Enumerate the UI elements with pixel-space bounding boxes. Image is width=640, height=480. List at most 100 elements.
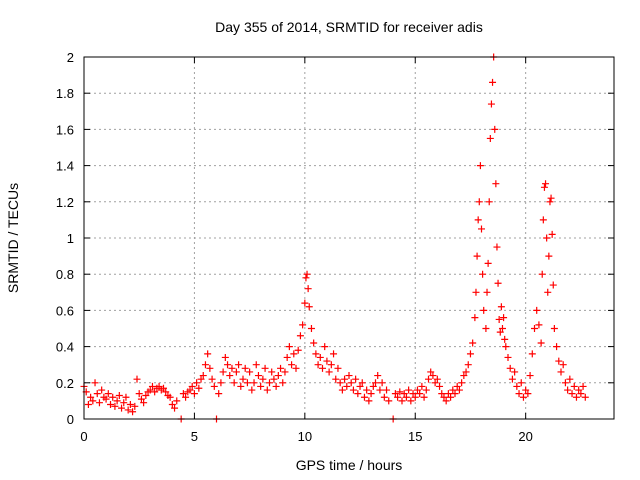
y-axis-label: SRMTID / TECUs bbox=[5, 183, 21, 293]
data-point bbox=[539, 216, 547, 224]
data-point bbox=[579, 382, 587, 390]
data-point bbox=[363, 386, 371, 394]
data-point bbox=[173, 397, 181, 405]
data-point bbox=[487, 100, 495, 108]
data-point bbox=[332, 375, 340, 383]
data-point bbox=[572, 393, 580, 401]
data-point bbox=[285, 343, 293, 351]
data-point bbox=[542, 180, 550, 188]
data-point bbox=[334, 364, 342, 372]
data-point bbox=[206, 364, 214, 372]
data-point bbox=[460, 372, 468, 380]
y-tick-label: 0.8 bbox=[56, 267, 74, 282]
data-point bbox=[383, 386, 391, 394]
data-point bbox=[301, 299, 309, 307]
data-point bbox=[122, 393, 130, 401]
data-point bbox=[545, 252, 553, 260]
data-point bbox=[526, 372, 534, 380]
data-point bbox=[290, 350, 298, 358]
data-point bbox=[466, 350, 474, 358]
data-point bbox=[533, 306, 541, 314]
data-point bbox=[352, 375, 360, 383]
y-tick-label: 1.4 bbox=[56, 159, 74, 174]
data-point bbox=[135, 390, 143, 398]
data-point bbox=[93, 390, 101, 398]
data-point bbox=[411, 393, 419, 401]
data-point bbox=[226, 372, 234, 380]
data-point bbox=[550, 325, 558, 332]
grid bbox=[84, 57, 614, 419]
data-point bbox=[374, 372, 382, 380]
data-point bbox=[537, 339, 545, 347]
data-point bbox=[409, 390, 417, 398]
data-point bbox=[451, 390, 459, 398]
data-point bbox=[314, 361, 322, 369]
data-point bbox=[473, 252, 481, 260]
y-tick-label: 1.6 bbox=[56, 122, 74, 137]
data-point bbox=[472, 288, 480, 296]
data-point bbox=[372, 379, 379, 387]
data-point bbox=[307, 325, 315, 332]
data-point bbox=[323, 357, 331, 365]
data-point bbox=[511, 368, 519, 376]
data-point bbox=[140, 399, 148, 407]
data-point bbox=[544, 288, 552, 296]
data-point bbox=[232, 368, 240, 376]
data-point bbox=[102, 395, 110, 403]
data-point bbox=[358, 379, 366, 387]
data-point bbox=[400, 390, 408, 398]
data-point bbox=[557, 368, 565, 376]
data-point bbox=[471, 314, 479, 322]
data-point bbox=[475, 198, 483, 206]
data-point bbox=[538, 270, 546, 278]
data-point bbox=[208, 375, 216, 383]
y-tick-label: 1.8 bbox=[56, 86, 74, 101]
data-point bbox=[319, 364, 326, 372]
data-point bbox=[89, 397, 97, 405]
data-point bbox=[427, 368, 435, 376]
data-point bbox=[129, 408, 137, 416]
data-point bbox=[528, 350, 536, 358]
data-point bbox=[146, 386, 154, 394]
data-point bbox=[492, 180, 500, 188]
data-point bbox=[312, 350, 320, 358]
data-point bbox=[338, 386, 346, 394]
data-point bbox=[266, 379, 273, 387]
data-point bbox=[407, 397, 415, 405]
data-point bbox=[564, 386, 572, 394]
data-point bbox=[561, 379, 569, 387]
data-point bbox=[547, 194, 555, 202]
x-tick-label: 5 bbox=[191, 429, 198, 444]
data-point bbox=[502, 343, 510, 351]
data-point bbox=[500, 314, 508, 322]
data-point bbox=[292, 364, 300, 372]
data-point bbox=[478, 225, 485, 233]
data-point bbox=[294, 346, 302, 354]
data-point bbox=[360, 393, 368, 401]
data-point bbox=[486, 134, 494, 142]
data-point bbox=[302, 274, 310, 282]
y-tick-label: 1.2 bbox=[56, 195, 74, 210]
plot-frame bbox=[83, 56, 615, 420]
data-point bbox=[113, 397, 121, 405]
data-point bbox=[484, 259, 492, 267]
data-point bbox=[380, 393, 388, 401]
data-point bbox=[166, 393, 174, 401]
data-point bbox=[237, 382, 245, 390]
data-point bbox=[305, 303, 313, 311]
data-point bbox=[566, 375, 574, 383]
data-point bbox=[453, 382, 461, 390]
data-point bbox=[310, 339, 318, 347]
data-point bbox=[274, 372, 282, 380]
data-point bbox=[124, 406, 132, 414]
data-point bbox=[98, 386, 106, 394]
data-point bbox=[321, 343, 329, 351]
data-point bbox=[462, 368, 470, 376]
y-tick-label: 2 bbox=[67, 50, 74, 65]
data-point bbox=[455, 386, 463, 394]
data-point bbox=[259, 375, 267, 383]
y-tick-label: 1 bbox=[67, 231, 74, 246]
data-point bbox=[239, 375, 247, 383]
